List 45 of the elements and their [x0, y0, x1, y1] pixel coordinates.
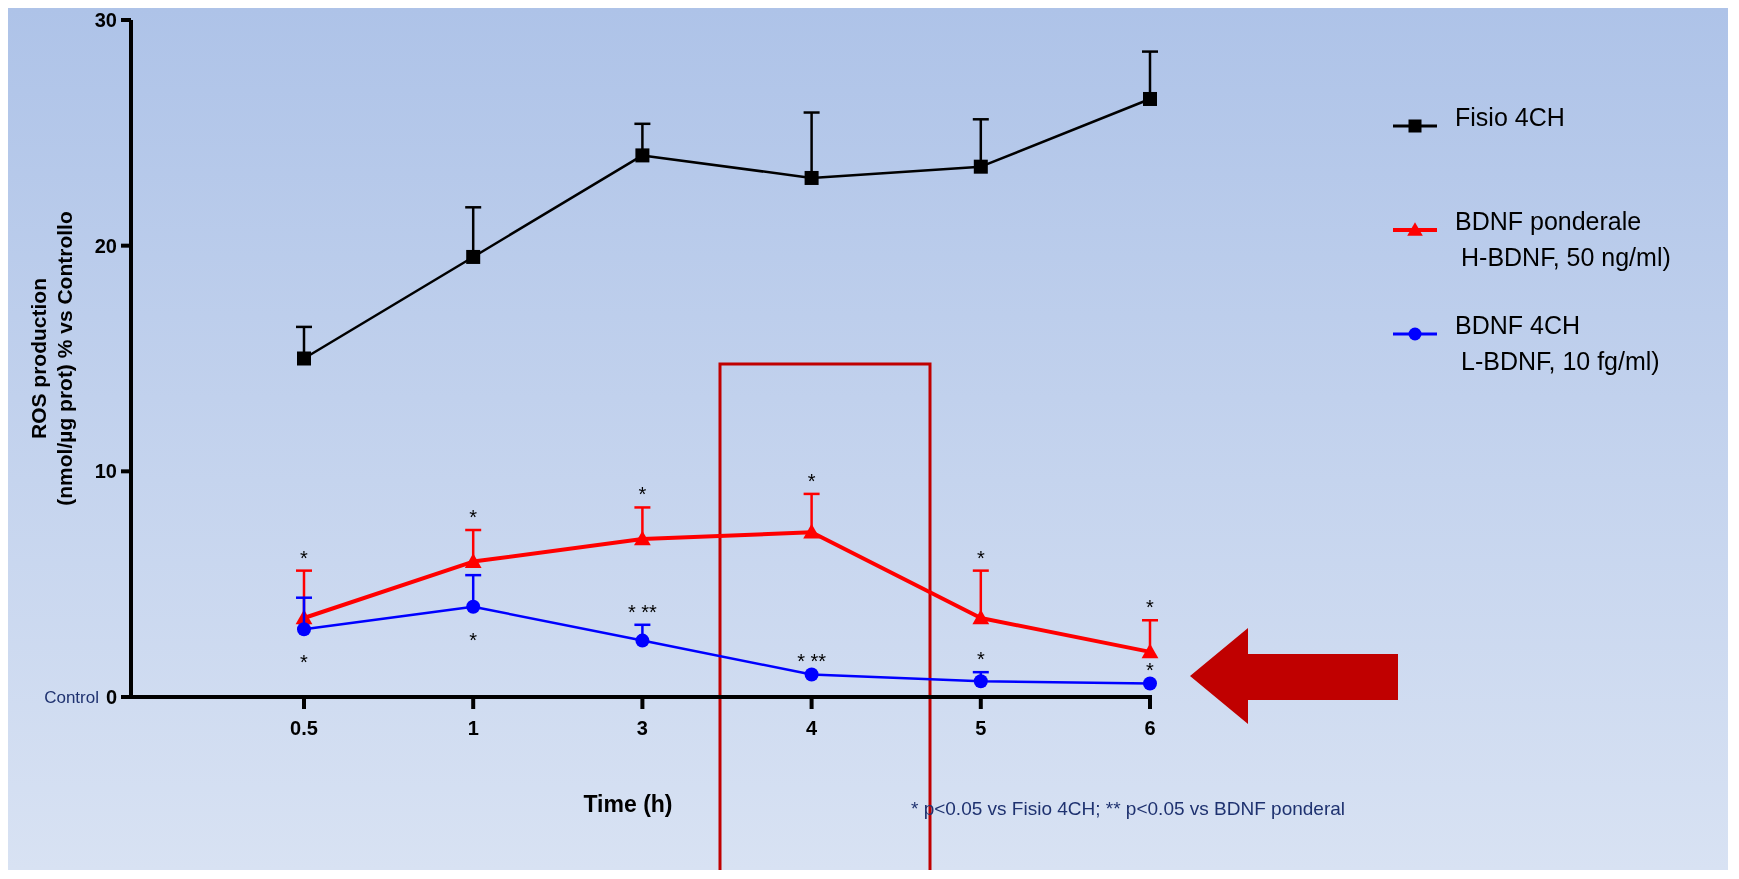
- y-tick-label: 20: [94, 234, 117, 257]
- data-label: *: [807, 469, 816, 492]
- point: [804, 667, 819, 682]
- data-label: *: [976, 648, 985, 671]
- x-axis-title: Time (h): [583, 791, 673, 817]
- data-label: *: [469, 506, 478, 529]
- point: [973, 674, 988, 689]
- x-tick-label: 3: [636, 717, 648, 739]
- x-tick-label: 6: [1144, 717, 1156, 739]
- point: [635, 633, 650, 648]
- point: [973, 159, 988, 174]
- y-axis-title: ROS production (nmol/µg prot) % vs Controllo: [27, 211, 76, 506]
- point: [635, 148, 650, 163]
- legend-label: BDNF ponderale H-BDNF, 50 ng/ml): [1455, 207, 1671, 271]
- point: [1143, 91, 1157, 106]
- point: [297, 622, 311, 637]
- point: [972, 609, 990, 625]
- point: [466, 249, 481, 264]
- data-label: *: [1146, 659, 1155, 682]
- data-label: *: [1146, 596, 1155, 619]
- y-tick-label: 30: [94, 9, 117, 31]
- point: [634, 530, 651, 546]
- point: [464, 553, 482, 568]
- data-label: *: [976, 546, 985, 569]
- data-label: * **: [797, 650, 827, 673]
- data-label: * **: [627, 600, 658, 623]
- legend-label: BDNF 4CH L-BDNF, 10 fg/ml): [1455, 311, 1660, 375]
- x-tick-label: 1: [467, 717, 479, 739]
- data-label: *: [638, 483, 647, 506]
- point: [297, 351, 311, 366]
- x-tick-label: 4: [806, 717, 819, 739]
- point: [1141, 643, 1159, 659]
- point: [1143, 676, 1157, 691]
- data-label: *: [300, 546, 309, 569]
- x-tick-label: 0.5: [290, 717, 318, 739]
- legend-label: Fisio 4CH: [1455, 103, 1565, 131]
- data-label: *: [300, 651, 309, 674]
- point: [466, 599, 481, 614]
- data-label: *: [469, 628, 478, 651]
- x-tick-label: 5: [975, 717, 987, 739]
- y-tick-label: 10: [94, 460, 117, 483]
- point: [803, 523, 820, 539]
- point: [804, 170, 819, 185]
- y-tick-label: 0: [105, 686, 117, 708]
- text: Control: [44, 687, 99, 707]
